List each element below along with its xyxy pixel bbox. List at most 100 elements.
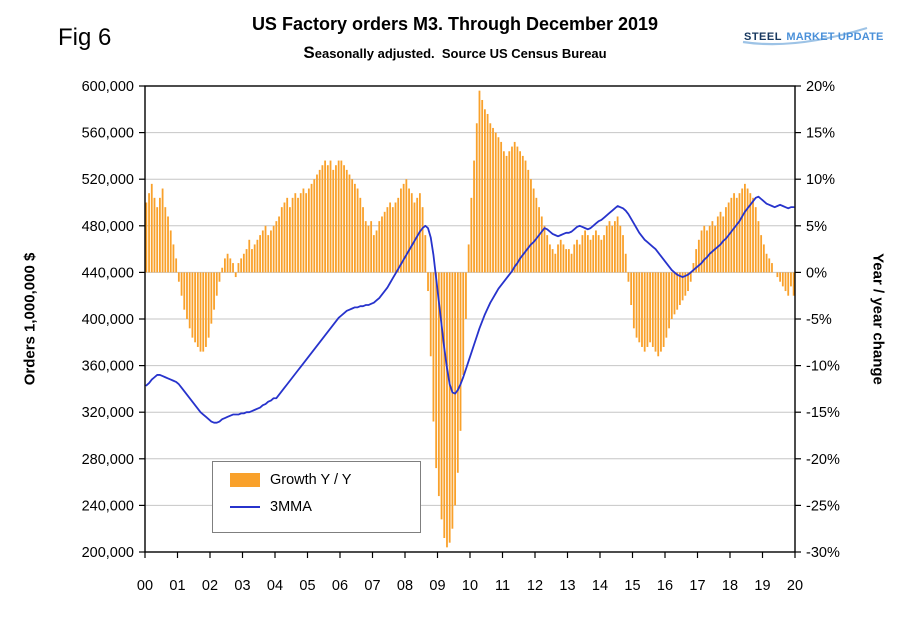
growth-bar	[790, 272, 792, 287]
x-axis-tick-label: 02	[202, 578, 218, 594]
growth-bar	[535, 197, 538, 273]
growth-bar	[394, 202, 397, 273]
growth-bar	[237, 263, 240, 273]
growth-bar	[576, 239, 578, 273]
growth-bar	[462, 272, 465, 375]
growth-bar	[660, 272, 662, 352]
growth-bar	[386, 207, 389, 273]
x-axis-tick-label: 18	[722, 578, 738, 594]
growth-bar	[337, 160, 340, 273]
right-axis-tick-label: -30%	[806, 545, 840, 561]
growth-bar	[313, 179, 316, 273]
growth-bar	[270, 230, 272, 273]
growth-bar	[454, 272, 456, 506]
growth-bar	[199, 272, 202, 352]
x-axis-tick-label: 14	[592, 578, 608, 594]
growth-bar	[684, 272, 687, 296]
growth-bar	[622, 235, 624, 273]
growth-bar	[289, 207, 291, 273]
x-axis-tick-label: 12	[527, 578, 543, 594]
growth-bar	[251, 249, 253, 273]
legend-label-growth: Growth Y / Y	[270, 472, 352, 488]
growth-bar	[451, 272, 454, 529]
growth-bar	[614, 221, 616, 273]
growth-bar	[676, 272, 679, 310]
left-axis-tick-label: 480,000	[82, 219, 134, 235]
growth-bar	[781, 272, 784, 287]
growth-bar	[167, 216, 169, 273]
growth-bar	[638, 272, 641, 343]
growth-bar	[516, 146, 519, 273]
growth-bar	[159, 197, 161, 273]
growth-bar	[527, 169, 530, 273]
growth-bar	[429, 272, 432, 357]
smu-logo: STEEL MARKET UPDATE	[740, 20, 883, 50]
growth-bar	[443, 272, 446, 539]
growth-bar	[508, 151, 511, 273]
growth-bar	[465, 272, 467, 319]
growth-bar	[771, 263, 773, 273]
growth-bar	[635, 272, 638, 338]
growth-bar	[611, 225, 614, 273]
right-axis-tick-label: 0%	[806, 265, 827, 281]
chart-subtitle: Seasonally adjusted. Source US Census Bu…	[303, 43, 607, 62]
growth-bar	[391, 207, 394, 273]
growth-bar	[765, 253, 768, 273]
growth-bar	[703, 225, 706, 273]
growth-bar	[345, 169, 348, 273]
growth-bar	[502, 151, 505, 273]
growth-bar	[494, 132, 497, 273]
growth-bar	[567, 249, 570, 273]
logo-steel-text: STEEL	[744, 31, 782, 43]
growth-bar	[554, 253, 557, 273]
growth-bar	[153, 197, 156, 273]
growth-bar	[180, 272, 183, 296]
growth-bar	[432, 272, 435, 422]
growth-bar	[264, 225, 267, 273]
growth-bar	[305, 193, 308, 273]
left-axis-tick-label: 360,000	[82, 359, 134, 375]
growth-bar	[410, 193, 413, 273]
x-axis-tick-label: 15	[624, 578, 640, 594]
growth-bar	[440, 272, 443, 520]
growth-bar	[221, 267, 224, 273]
x-axis-tick-label: 11	[495, 578, 510, 594]
left-axis-tick-label: 600,000	[82, 79, 134, 95]
growth-bar	[679, 272, 681, 306]
growth-bar	[421, 207, 424, 273]
growth-bar	[280, 207, 283, 273]
growth-bar	[297, 197, 299, 273]
growth-bar	[689, 272, 692, 282]
growth-bar	[749, 193, 752, 273]
growth-bar	[210, 272, 213, 324]
growth-bar	[177, 272, 180, 282]
growth-bar	[372, 235, 375, 273]
growth-bar	[511, 146, 513, 273]
growth-bar	[294, 193, 297, 273]
growth-bar	[335, 165, 337, 273]
growth-bar	[646, 272, 649, 347]
growth-bar	[175, 258, 178, 273]
growth-bar	[229, 258, 232, 273]
growth-bar	[784, 272, 787, 292]
growth-bar	[278, 216, 280, 273]
x-axis-tick-label: 01	[169, 578, 185, 594]
growth-bar	[186, 272, 188, 319]
x-axis-tick-label: 16	[657, 578, 673, 594]
three-mma-line	[145, 195, 795, 424]
growth-bar	[224, 258, 226, 273]
growth-bar	[318, 169, 321, 273]
growth-bar	[486, 113, 489, 273]
growth-bar	[356, 188, 359, 273]
growth-bar	[172, 244, 175, 273]
growth-bar	[148, 193, 150, 273]
growth-bar	[375, 230, 378, 273]
logo-market-update-text: MARKET UPDATE	[786, 31, 884, 43]
growth-bar	[697, 239, 700, 273]
x-axis-tick-label: 19	[754, 578, 770, 594]
logo-swoosh-icon	[742, 26, 868, 46]
growth-bar	[202, 272, 205, 352]
growth-bar	[624, 253, 627, 273]
growth-bar	[627, 272, 630, 282]
